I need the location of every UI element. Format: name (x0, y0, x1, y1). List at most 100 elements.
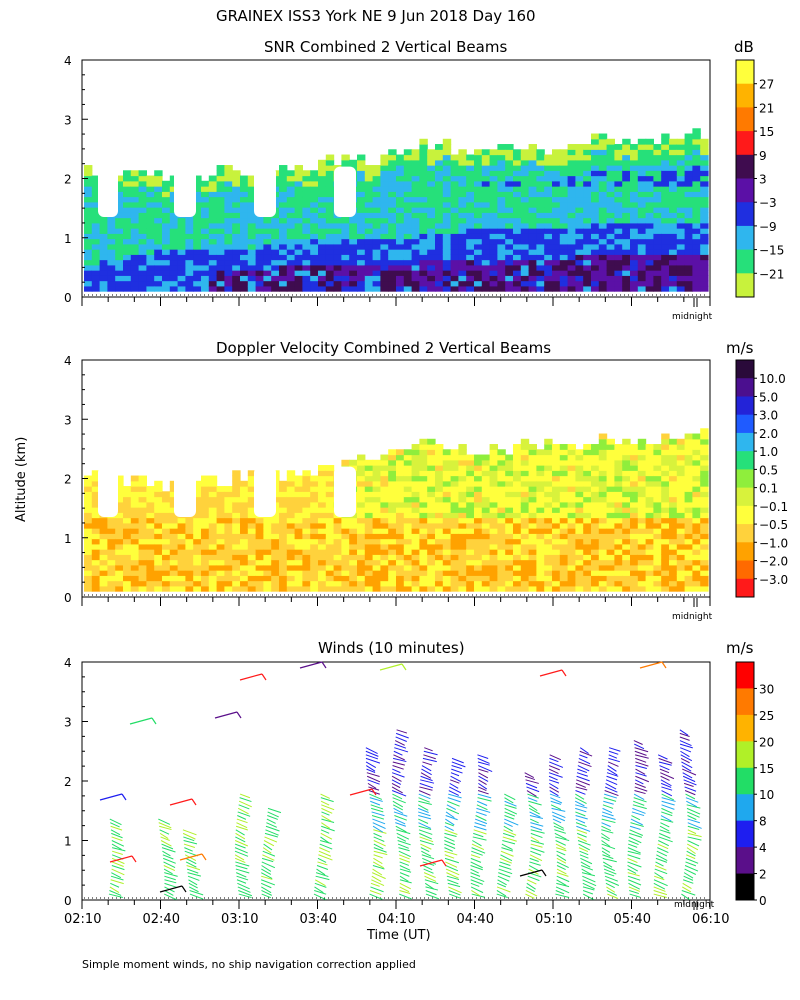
panel-2-ytick-label: 0 (64, 894, 72, 908)
wind-barb (550, 797, 563, 804)
wind-barb (369, 793, 383, 800)
wind-barb (260, 879, 276, 886)
wind-barb (445, 818, 455, 826)
wind-barb (370, 800, 381, 806)
wind-barb (185, 861, 197, 868)
wind-profile-0420 (417, 747, 439, 900)
wind-barb (445, 815, 458, 821)
wind-barb (265, 829, 279, 836)
wind-barb (394, 740, 405, 746)
wind-barb (395, 825, 407, 833)
wind-barb (321, 818, 335, 823)
wind-barb (657, 843, 669, 850)
wind-barb (161, 847, 176, 853)
wind-barb (373, 836, 385, 842)
wind-barb (575, 786, 588, 791)
wind-barb (266, 818, 276, 824)
wind-barb (321, 804, 335, 811)
wind-barb (234, 843, 246, 849)
wind-barb (684, 868, 697, 875)
wind-barb (629, 829, 643, 836)
wind-barb (397, 840, 411, 846)
wind-barb (687, 836, 702, 841)
wind-barb (399, 865, 411, 871)
wind-barb (685, 857, 699, 864)
wind-barb (685, 793, 696, 800)
colorbar-1-swatch (736, 469, 754, 489)
wind-barb (420, 779, 435, 784)
wind-barb (657, 847, 669, 853)
wind-barb (237, 807, 249, 815)
x-tick-label: 03:40 (300, 912, 337, 927)
wind-barb (261, 890, 273, 896)
wind-barb (418, 790, 431, 796)
wind-barb (108, 893, 123, 899)
wind-barb (578, 761, 592, 768)
wind-barb (661, 797, 676, 802)
wind-barb (524, 775, 536, 781)
colorbar-0-swatch (736, 225, 754, 251)
wind-barb (470, 875, 485, 883)
wind-barb (399, 886, 410, 893)
wind-barb (112, 850, 123, 856)
wind-barb (606, 772, 619, 777)
wind-barb (235, 832, 246, 840)
colorbar-1-swatch (736, 505, 754, 525)
wind-barb (394, 818, 406, 825)
wind-barb (605, 879, 620, 886)
wind-barb (582, 893, 594, 901)
wind-barb (681, 893, 691, 901)
wind-barb (635, 761, 649, 767)
wind-barb (164, 882, 177, 888)
colorbar-1-swatch (736, 414, 754, 434)
wind-barb (261, 872, 273, 879)
wind-barb-flag (131, 855, 137, 863)
wind-barb (449, 779, 460, 784)
wind-barb (530, 843, 543, 848)
wind-barb (504, 815, 515, 820)
wind-barb-flag (191, 798, 197, 806)
wind-barb (422, 761, 433, 766)
wind-barb (417, 807, 429, 813)
wind-barb (683, 782, 694, 788)
wind-barb (602, 807, 613, 814)
snr-panel-title: SNR Combined 2 Vertical Beams (264, 38, 508, 56)
wind-barb (498, 868, 513, 875)
wind-barb (556, 875, 570, 883)
wind-barb (526, 790, 537, 797)
wind-barb (582, 890, 594, 895)
wind-barb (660, 782, 672, 788)
wind-barb (576, 775, 590, 782)
wind-barb (235, 836, 246, 843)
wind-barb (444, 854, 455, 859)
wind-barb (187, 872, 202, 877)
wind-barb (262, 847, 272, 854)
wind-barb (371, 875, 382, 882)
colorbar-2-label: 25 (759, 709, 774, 723)
wind-profile-0600 (679, 729, 702, 901)
wind-barb (444, 822, 454, 827)
wind-barb (162, 850, 171, 857)
wind-barb (603, 868, 617, 875)
wind-barb (601, 836, 610, 842)
wind-barb (444, 843, 456, 849)
wind-barb (423, 872, 436, 879)
wind-barb-upper (109, 855, 133, 863)
wind-barb (236, 879, 247, 884)
wind-barb (392, 761, 405, 766)
wind-barb (608, 754, 618, 759)
wind-barb (234, 840, 249, 847)
wind-barb (186, 865, 201, 871)
wind-barb (238, 890, 253, 897)
panel-2-ytick-label: 4 (64, 656, 72, 670)
wind-barb (683, 875, 694, 881)
wind-barb (261, 882, 272, 889)
wind-barb (601, 847, 611, 853)
wind-barb (449, 786, 462, 794)
wind-barb (554, 829, 566, 834)
wind-barb (578, 843, 591, 851)
wind-barb (444, 825, 454, 832)
wind-barb (183, 836, 195, 842)
wind-barb (470, 854, 481, 859)
colorbar-2-swatch (736, 820, 754, 848)
